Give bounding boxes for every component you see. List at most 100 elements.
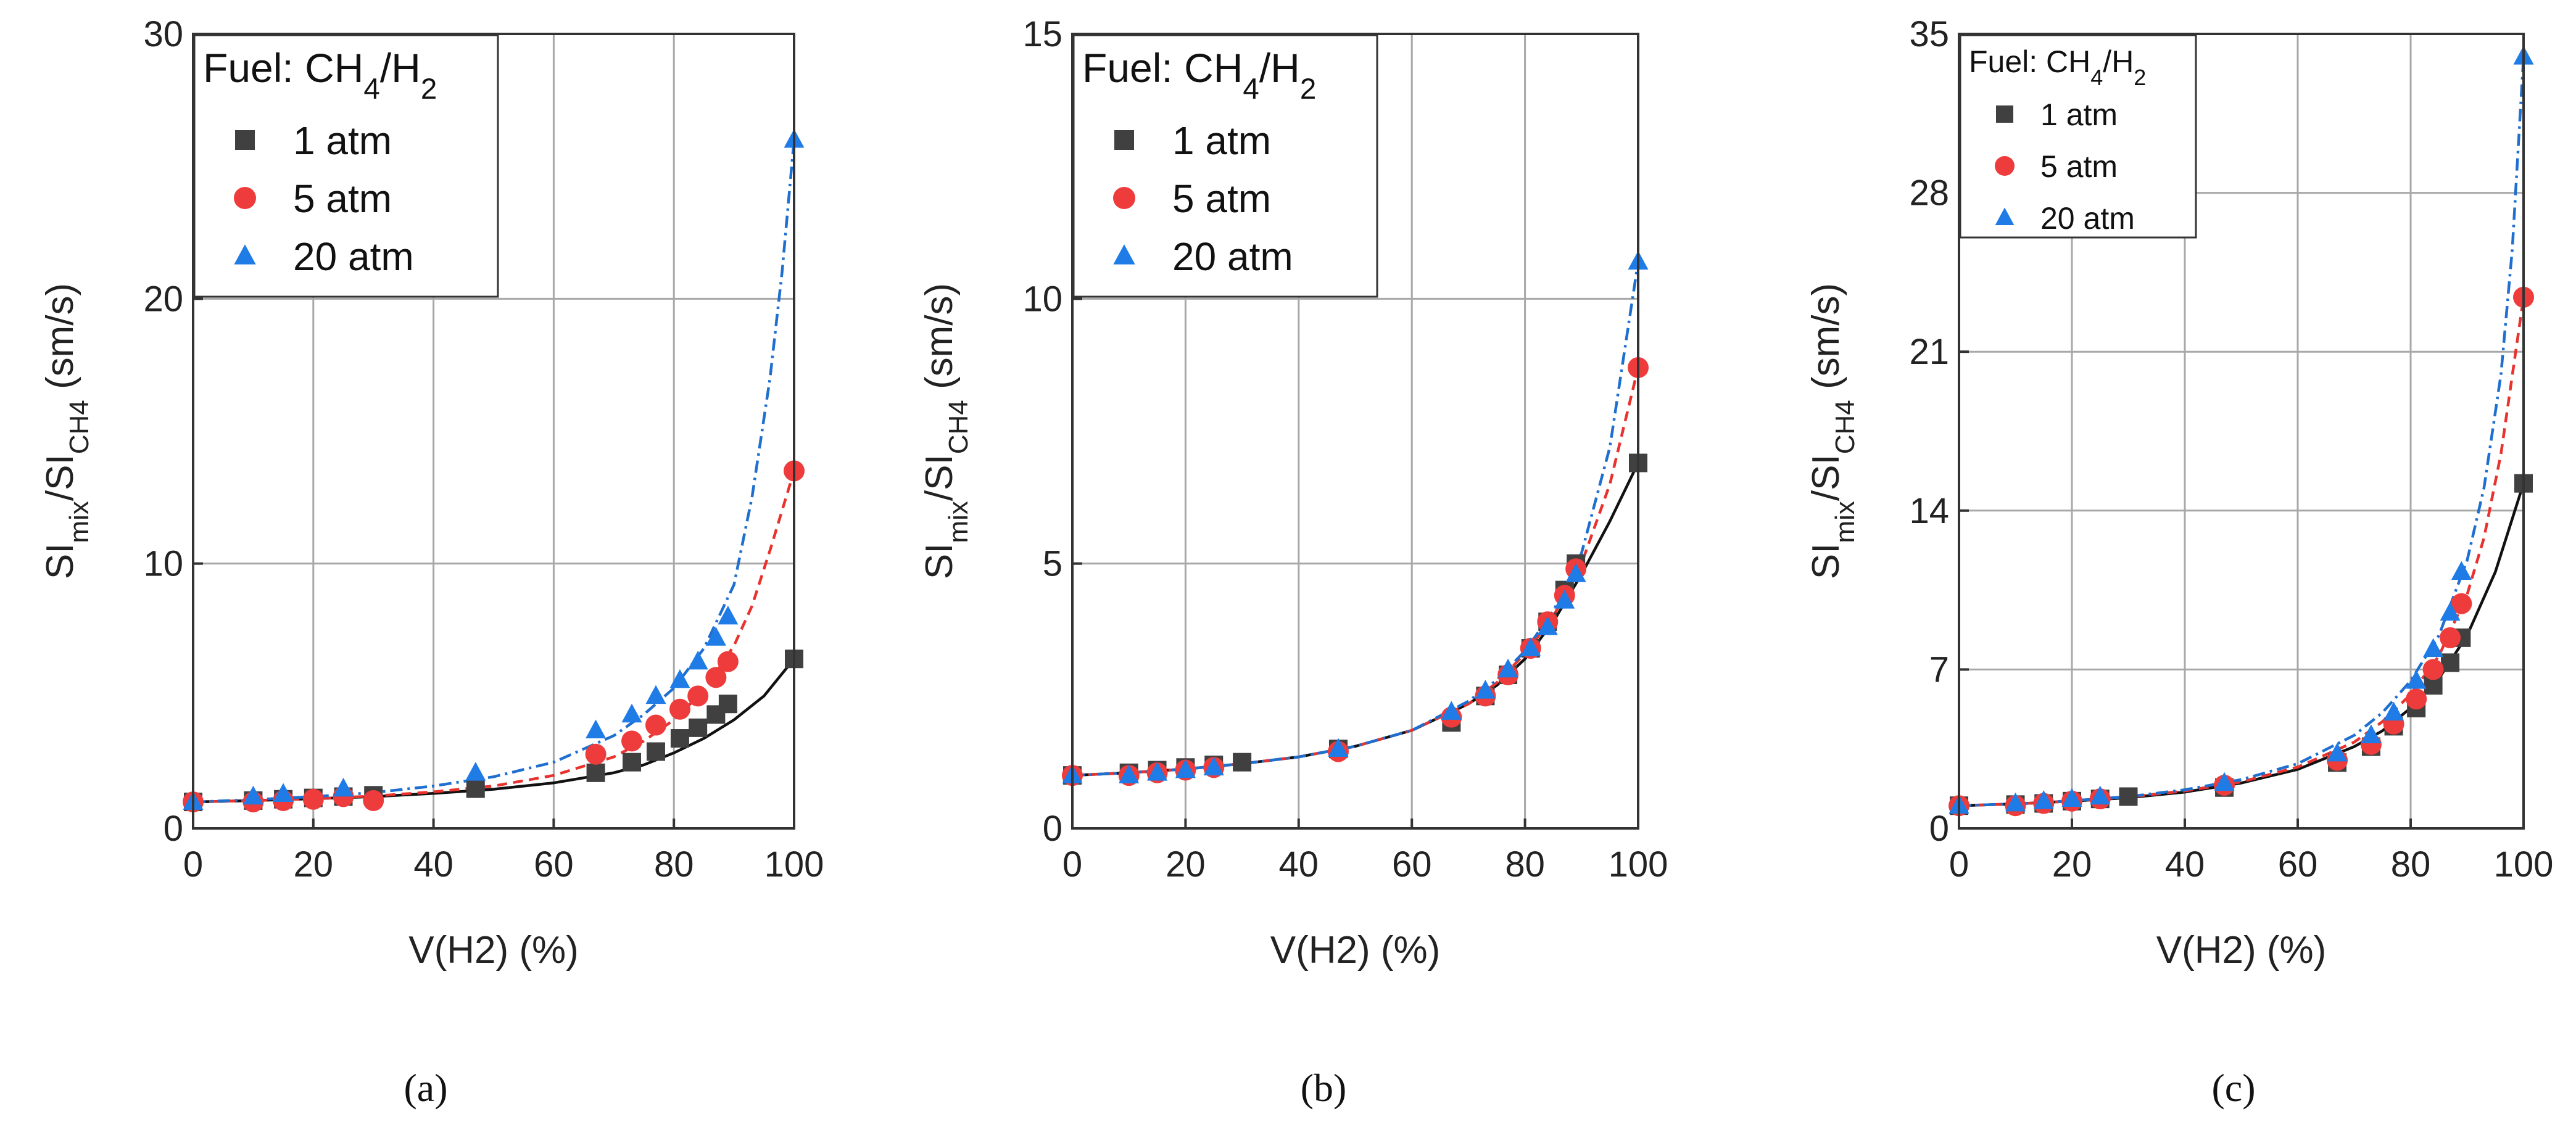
data-point-20-atm	[333, 777, 354, 797]
x-tick-label: 40	[413, 844, 453, 885]
x-tick-label: 80	[1505, 844, 1545, 885]
x-tick-label: 0	[1949, 844, 1969, 885]
data-points	[1062, 250, 1649, 786]
data-point-20-atm	[1203, 756, 1224, 776]
legend-entry-label: 20 atm	[293, 234, 414, 279]
data-point-20-atm	[1175, 759, 1196, 778]
x-tick-label: 100	[2494, 844, 2554, 885]
fit-line-5-atm	[193, 470, 794, 804]
x-tick-label: 60	[534, 844, 574, 885]
data-point-5-atm	[717, 651, 739, 672]
y-tick-label: 21	[1909, 332, 1949, 372]
data-point-20-atm	[2383, 701, 2404, 721]
data-point-5-atm	[2451, 593, 2472, 614]
data-point-20-atm	[1441, 701, 1462, 720]
data-point-20-atm	[465, 762, 486, 781]
data-point-20-atm	[2061, 788, 2082, 807]
data-point-20-atm	[1119, 764, 1140, 783]
data-point-20-atm	[687, 650, 708, 670]
legend-marker-5-atm	[234, 187, 256, 209]
x-tick-label: 20	[1166, 844, 1206, 885]
data-point-20-atm	[669, 669, 690, 688]
data-point-20-atm	[1520, 637, 1541, 656]
data-points	[183, 129, 805, 813]
data-point-1-atm	[1233, 753, 1252, 772]
y-tick-label: 10	[1022, 279, 1062, 319]
y-tick-label: 28	[1909, 173, 1949, 213]
y-tick-label: 10	[143, 544, 183, 584]
data-point-1-atm	[718, 695, 737, 714]
x-tick-label: 80	[2391, 844, 2431, 885]
plot-frame	[1071, 33, 1639, 830]
data-point-5-atm	[585, 743, 607, 765]
panel-a: 0 20 40 60 80 100 0 10 20 30 Fuel: CH4/H2 1 atm 5 at…	[39, 14, 824, 1110]
data-point-20-atm	[273, 783, 294, 802]
data-point-20-atm	[242, 785, 263, 805]
data-point-20-atm	[586, 719, 607, 738]
panel-b: 0 20 40 60 80 100 0 5 10 15 Fuel: CH4/H2 1 atm 5 atm…	[918, 14, 1668, 1110]
panel-c: 0 20 40 60 80 100 0 7 14 21 28 35 Fuel: CH4/H2 1 atm 5…	[1805, 14, 2553, 1110]
legend-marker-1-atm	[1996, 105, 2013, 123]
data-point-20-atm	[718, 605, 739, 625]
y-axis-label: SImix/SICH4 (sm/s)	[918, 283, 974, 579]
data-point-20-atm	[1497, 658, 1518, 678]
data-point-20-atm	[1565, 563, 1586, 582]
data-point-20-atm	[1328, 738, 1349, 757]
y-tick-label: 30	[143, 14, 183, 54]
fit-line-5-atm	[1072, 367, 1638, 777]
x-axis-label: V(H2) (%)	[2156, 929, 2327, 971]
data-point-20-atm	[2033, 790, 2054, 809]
data-point-20-atm	[2327, 742, 2348, 762]
data-point-20-atm	[2423, 638, 2444, 658]
panel-caption: (a)	[404, 1066, 447, 1110]
legend-entry-label: 1 atm	[1172, 118, 1271, 163]
data-point-5-atm	[621, 730, 643, 752]
data-point-5-atm	[363, 790, 384, 811]
data-point-20-atm	[1147, 762, 1168, 781]
x-axis-label: V(H2) (%)	[408, 929, 579, 971]
panel-caption: (c)	[2211, 1066, 2255, 1110]
x-tick-label: 0	[183, 844, 203, 885]
y-tick-label: 7	[1929, 650, 1949, 690]
x-tick-label: 100	[764, 844, 824, 885]
panel-caption: (b)	[1301, 1066, 1347, 1110]
y-tick-label: 0	[1929, 809, 1949, 849]
data-point-5-atm	[669, 698, 690, 720]
legend-marker-1-atm	[1114, 130, 1134, 150]
fit-line-20-atm	[1072, 261, 1638, 777]
data-point-20-atm	[621, 703, 642, 723]
legend-entry-label: 1 atm	[2040, 97, 2118, 132]
data-point-1-atm	[670, 729, 689, 748]
y-axis-label: SImix/SICH4 (sm/s)	[39, 283, 94, 579]
data-point-1-atm	[2119, 787, 2138, 806]
legend-title: Fuel: CH4/H2	[1082, 45, 1316, 105]
data-point-1-atm	[646, 742, 665, 761]
legend-entry-label: 1 atm	[293, 118, 392, 163]
x-tick-label: 60	[1392, 844, 1432, 885]
x-tick-label: 0	[1062, 844, 1082, 885]
x-tick-label: 100	[1609, 844, 1668, 885]
x-tick-label: 80	[654, 844, 694, 885]
data-point-20-atm	[2090, 785, 2111, 805]
data-point-1-atm	[586, 763, 605, 782]
data-point-20-atm	[1554, 590, 1575, 609]
data-point-5-atm	[2406, 688, 2427, 710]
legend-marker-20-atm	[1995, 207, 2015, 225]
x-tick-label: 60	[2278, 844, 2318, 885]
data-point-5-atm	[2422, 659, 2444, 680]
legend-entry-label: 20 atm	[1172, 234, 1293, 279]
data-point-20-atm	[2005, 792, 2026, 812]
fit-line-1-atm	[1959, 482, 2524, 807]
y-tick-label: 35	[1909, 14, 1949, 54]
y-tick-label: 15	[1022, 14, 1062, 54]
data-point-1-atm	[466, 779, 485, 798]
x-tick-label: 40	[1279, 844, 1319, 885]
y-tick-label: 0	[1043, 809, 1062, 849]
data-point-5-atm	[705, 667, 727, 688]
legend-marker-20-atm	[234, 244, 256, 265]
data-point-20-atm	[2361, 724, 2382, 743]
legend-marker-20-atm	[1113, 244, 1135, 265]
data-point-5-atm	[302, 788, 324, 810]
y-tick-label: 14	[1909, 491, 1949, 531]
